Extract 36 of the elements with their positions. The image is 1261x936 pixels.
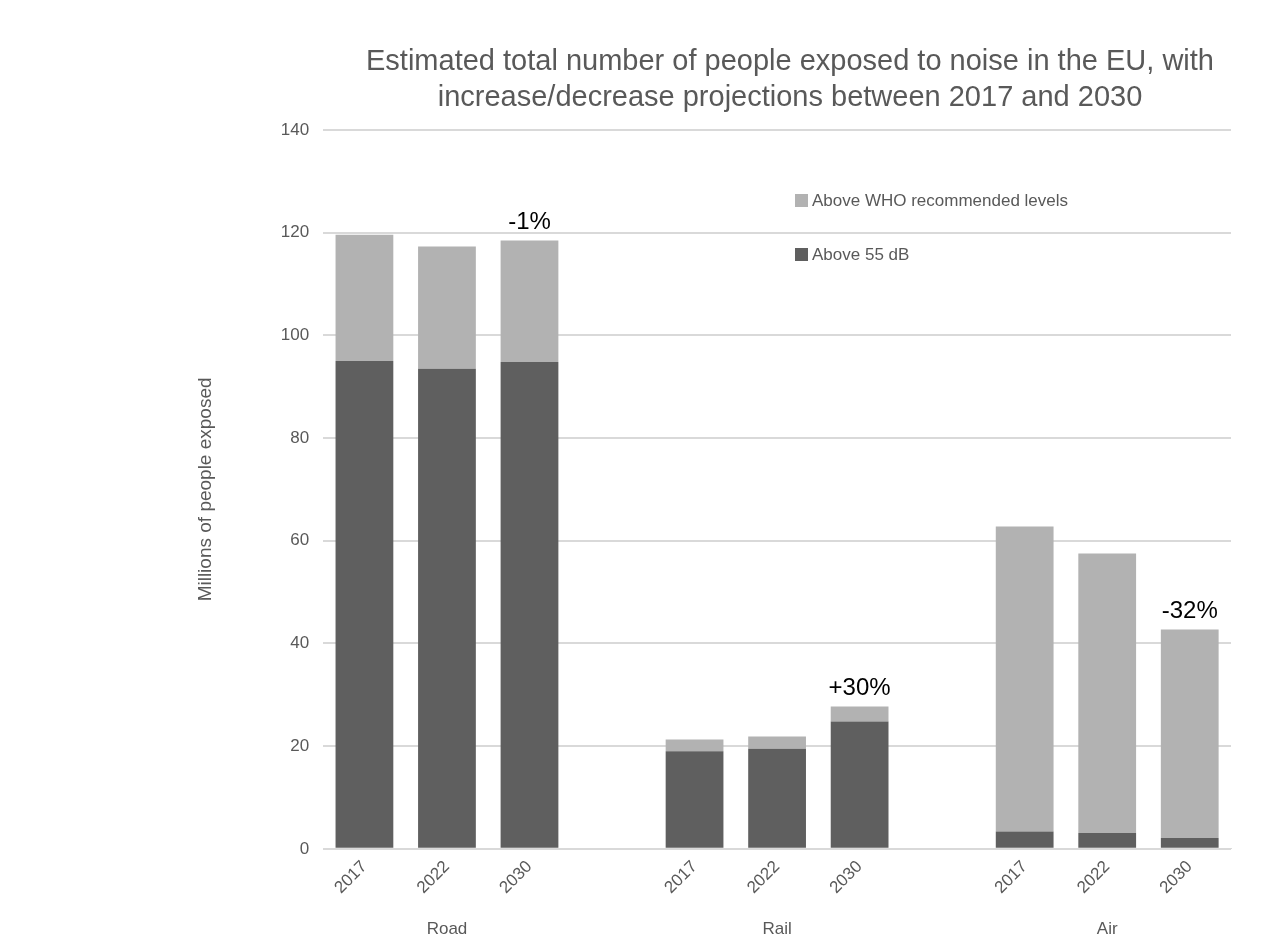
text: Rail bbox=[762, 919, 792, 936]
y-tick-label: 60 bbox=[290, 530, 310, 550]
bar bbox=[830, 706, 889, 722]
legend-label: Above WHO recommended levels bbox=[812, 190, 1069, 212]
bar bbox=[995, 831, 1054, 848]
legend-label: Above 55 dB bbox=[812, 244, 910, 266]
bar bbox=[500, 362, 559, 848]
annotation: -1% bbox=[508, 207, 551, 235]
annotation: -32% bbox=[1161, 596, 1218, 624]
chart-title: Estimated total number of people exposed to noise in the EU, with increase/decrease projections between 2017 and 2030 bbox=[365, 43, 1215, 114]
text: Road bbox=[426, 919, 468, 936]
bar bbox=[1078, 553, 1137, 833]
bar bbox=[995, 526, 1054, 832]
bar bbox=[335, 234, 394, 362]
bar bbox=[500, 240, 559, 363]
y-tick-label: 120 bbox=[280, 222, 310, 242]
annotation: +30% bbox=[828, 673, 891, 701]
bar bbox=[335, 361, 394, 848]
bar bbox=[1160, 838, 1219, 848]
y-tick-label: 140 bbox=[280, 119, 310, 139]
bar bbox=[665, 739, 724, 752]
bar bbox=[665, 751, 724, 848]
y-axis-title: Millions of people exposed bbox=[193, 377, 215, 602]
y-tick-label: 20 bbox=[290, 735, 310, 755]
y-tick-label: 0 bbox=[299, 838, 310, 858]
y-tick-label: 80 bbox=[290, 427, 310, 447]
bar bbox=[748, 736, 806, 749]
bar bbox=[418, 368, 476, 848]
bar bbox=[830, 721, 889, 848]
y-tick-label: 100 bbox=[280, 325, 310, 345]
bar bbox=[418, 246, 476, 369]
y-tick-label: 40 bbox=[290, 633, 310, 653]
bar bbox=[1160, 629, 1219, 839]
bar bbox=[1078, 832, 1137, 848]
text: Air bbox=[1096, 919, 1118, 936]
bar bbox=[748, 748, 806, 848]
